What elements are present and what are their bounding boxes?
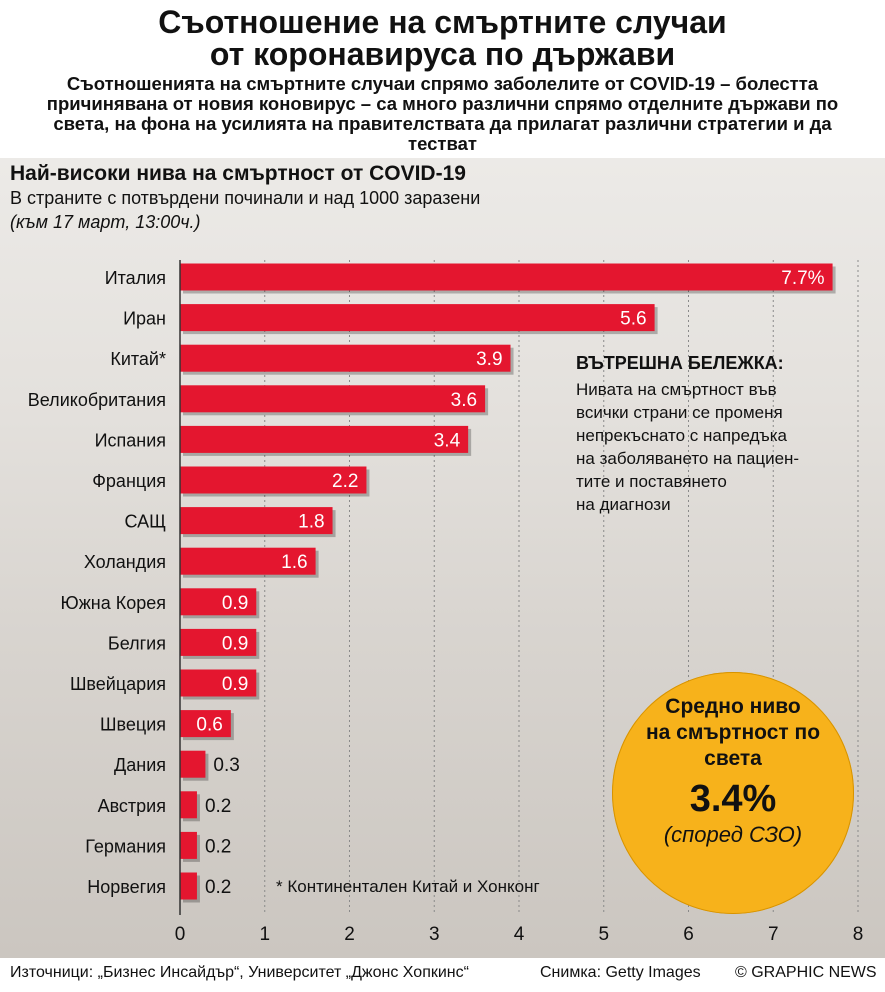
x-tick-label: 6 xyxy=(683,924,694,945)
bar xyxy=(180,791,197,819)
x-tick-label: 5 xyxy=(598,924,609,945)
chart-subtitle: В страните с потвърдени починали и над 1… xyxy=(10,188,481,208)
value-label: 3.6 xyxy=(451,390,477,411)
category-label: Италия xyxy=(105,268,166,288)
category-label: Иран xyxy=(123,309,166,329)
bar xyxy=(180,872,197,900)
callout-line: Средно ниво xyxy=(665,695,801,718)
bar xyxy=(180,669,257,697)
value-label: 2.2 xyxy=(332,471,358,492)
value-label: 0.2 xyxy=(205,836,231,857)
bar xyxy=(180,466,367,494)
note-line: на диагнози xyxy=(576,495,671,514)
callout-line: на смъртност по xyxy=(645,721,821,744)
value-label: 0.9 xyxy=(222,633,248,654)
page-title-line1: Съотношение на смъртните случаи xyxy=(158,4,727,40)
bar xyxy=(180,628,257,656)
internal-note: ВЪТРЕШНА БЕЛЕЖКА: Нивата на смъртност въ… xyxy=(576,352,866,516)
value-label: 3.9 xyxy=(476,349,502,370)
category-label: Испания xyxy=(95,430,166,450)
bar xyxy=(180,831,197,859)
agency-credit: © GRAPHIC NEWS xyxy=(735,964,877,981)
value-label: 1.8 xyxy=(298,512,324,533)
value-label: 0.6 xyxy=(196,715,222,736)
chart-heading: Най-високи нива на смъртност от COVID-19… xyxy=(10,162,870,234)
value-label: 5.6 xyxy=(620,309,646,330)
value-label: 7.7% xyxy=(781,268,824,289)
chart-date-note: (към 17 март, 13:00ч.) xyxy=(10,212,201,232)
x-tick-label: 2 xyxy=(344,924,355,945)
chart-title: Най-високи нива на смъртност от COVID-19 xyxy=(10,162,466,185)
category-label: Великобритания xyxy=(28,390,166,410)
page-title-line2: от коронавируса по държави xyxy=(209,36,676,72)
x-tick-label: 1 xyxy=(259,924,270,945)
value-label: 0.2 xyxy=(205,796,231,817)
sources-credit: Източници: „Бизнес Инсайдър“, Университе… xyxy=(10,964,469,981)
header: Съотношение на смъртните случаи от корон… xyxy=(0,0,885,158)
bar xyxy=(180,344,511,372)
value-label: 3.4 xyxy=(434,430,461,451)
lead-paragraph: Съотношенията на смъртните случаи спрямо… xyxy=(46,73,839,154)
callout-source: (според СЗО) xyxy=(663,822,803,847)
callout-line: света xyxy=(704,747,762,770)
photo-credit: Снимка: Getty Images xyxy=(540,964,701,981)
category-label: Австрия xyxy=(98,796,166,816)
footnote: * Континентален Китай и Хонконг xyxy=(276,877,540,896)
bar xyxy=(180,750,206,778)
note-line: всички страни се променя xyxy=(576,403,783,422)
value-label: 1.6 xyxy=(281,552,307,573)
value-label: 0.9 xyxy=(222,674,248,695)
category-label: Дания xyxy=(114,755,166,775)
category-label: Холандия xyxy=(84,552,166,572)
bar xyxy=(180,547,316,575)
callout-label: Средно ниво на смъртност по света xyxy=(612,694,854,772)
x-tick-label: 4 xyxy=(514,924,525,945)
bar xyxy=(180,263,833,291)
world-average-callout: Средно ниво на смъртност по света 3.4% (… xyxy=(612,672,854,914)
category-label: Швеция xyxy=(100,715,166,735)
bar xyxy=(180,588,257,616)
category-label: Китай* xyxy=(110,349,166,369)
note-text: Нивата на смъртност във всички страни се… xyxy=(576,378,866,516)
note-line: тите и поставянето xyxy=(576,472,727,491)
x-tick-label: 7 xyxy=(768,924,779,945)
value-label: 0.2 xyxy=(205,877,231,898)
x-tick-label: 3 xyxy=(429,924,440,945)
callout-value: 3.4% xyxy=(689,778,777,820)
note-title: ВЪТРЕШНА БЕЛЕЖКА: xyxy=(576,353,784,373)
bar xyxy=(180,385,486,413)
category-label: Норвегия xyxy=(87,877,166,897)
category-label: Швейцария xyxy=(70,674,166,694)
x-tick-label: 8 xyxy=(853,924,864,945)
category-label: Германия xyxy=(85,836,166,856)
note-line: непрекъснато с напредъка xyxy=(576,426,788,445)
category-label: САЩ xyxy=(125,512,167,532)
bar xyxy=(180,425,469,453)
value-label: 0.3 xyxy=(213,755,239,776)
bar xyxy=(180,507,333,535)
category-label: Белгия xyxy=(108,633,166,653)
x-tick-label: 0 xyxy=(175,924,186,945)
note-line: Нивата на смъртност във xyxy=(576,380,777,399)
bar xyxy=(180,304,655,332)
bar xyxy=(180,710,231,738)
value-label: 0.9 xyxy=(222,593,248,614)
footer: Източници: „Бизнес Инсайдър“, Университе… xyxy=(0,958,885,992)
category-label: Южна Корея xyxy=(61,593,166,613)
note-line: на заболяването на пациен- xyxy=(576,449,800,468)
category-label: Франция xyxy=(92,471,166,491)
